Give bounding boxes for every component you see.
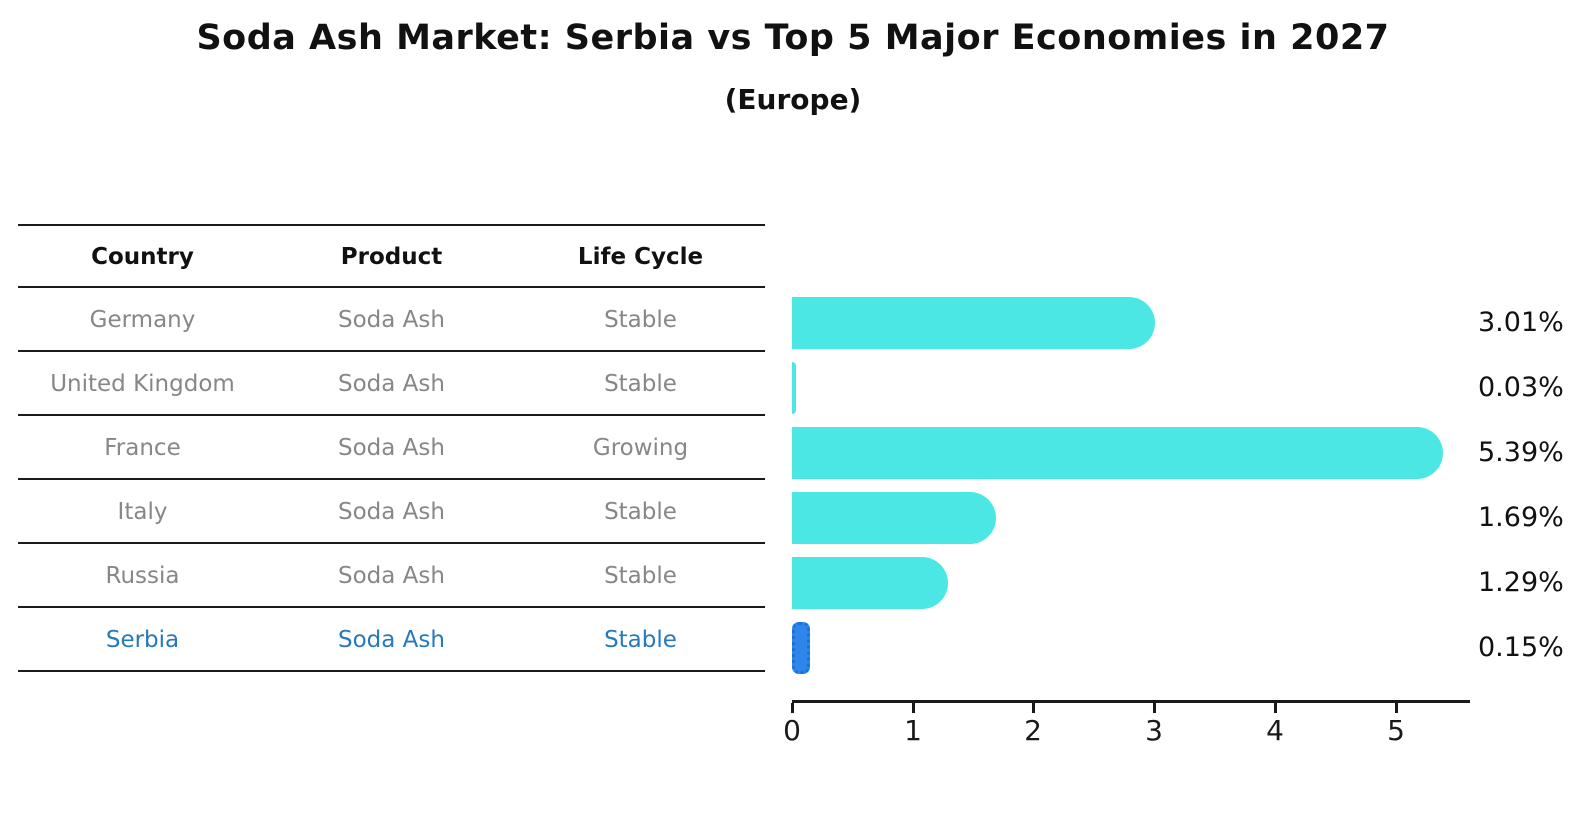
table-row: Serbia Soda Ash Stable	[18, 608, 765, 672]
bar-value-label: 1.69%	[1478, 502, 1564, 533]
x-axis-tick-mark	[1153, 703, 1156, 713]
x-axis-tick-label: 5	[1387, 714, 1405, 747]
table-header-product: Product	[340, 244, 443, 270]
table-row: Russia Soda Ash Stable	[18, 544, 765, 608]
table-cell-product: Soda Ash	[338, 307, 445, 333]
table-cell-life-cycle: Stable	[604, 563, 677, 589]
bar	[792, 427, 1443, 479]
table-cell-product: Soda Ash	[338, 371, 445, 397]
table-body: Germany Soda Ash Stable United Kingdom Soda …	[18, 288, 765, 672]
table-row: Italy Soda Ash Stable	[18, 480, 765, 544]
table-cell-product: Soda Ash	[338, 435, 445, 461]
bar	[792, 557, 948, 609]
x-axis-tick-label: 3	[1145, 714, 1163, 747]
table-row: United Kingdom Soda Ash Stable	[18, 352, 765, 416]
table-header-row: Country Product Life Cycle	[18, 226, 765, 288]
table-cell-life-cycle: Stable	[604, 499, 677, 525]
chart-subtitle: (Europe)	[724, 83, 862, 116]
bar	[792, 297, 1155, 349]
x-axis-line	[792, 700, 1470, 703]
bar	[792, 362, 796, 414]
x-axis-tick-label: 0	[783, 714, 801, 747]
x-axis-tick-label: 1	[904, 714, 922, 747]
table-cell-country: United Kingdom	[50, 371, 235, 397]
x-axis-tick-mark	[1395, 703, 1398, 713]
table-cell-life-cycle: Growing	[592, 435, 689, 461]
x-axis-tick-label: 4	[1266, 714, 1284, 747]
table-cell-country: Serbia	[105, 627, 180, 653]
table-cell-life-cycle: Stable	[604, 371, 677, 397]
bar-value-label: 5.39%	[1478, 437, 1564, 468]
table-cell-life-cycle: Stable	[604, 627, 677, 653]
table-cell-product: Soda Ash	[338, 563, 445, 589]
table-cell-life-cycle: Stable	[604, 307, 677, 333]
table-row: France Soda Ash Growing	[18, 416, 765, 480]
bar-value-label: 0.03%	[1478, 372, 1564, 403]
table-row: Germany Soda Ash Stable	[18, 288, 765, 352]
table-cell-product: Soda Ash	[338, 627, 445, 653]
x-axis-tick-mark	[1032, 703, 1035, 713]
table-cell-country: France	[104, 435, 181, 461]
table-header-country: Country	[91, 244, 194, 270]
table-cell-product: Soda Ash	[338, 499, 445, 525]
table-cell-country: Russia	[105, 563, 180, 589]
x-axis-tick-label: 2	[1024, 714, 1042, 747]
table-cell-country: Germany	[89, 307, 196, 333]
chart-title: Soda Ash Market: Serbia vs Top 5 Major E…	[196, 18, 1390, 58]
bar-value-label: 1.29%	[1478, 567, 1564, 598]
country-table: Country Product Life Cycle Germany Soda A…	[18, 224, 765, 672]
table-header-lifecycle: Life Cycle	[577, 244, 704, 270]
bar-highlighted	[792, 622, 810, 674]
bar-value-label: 3.01%	[1478, 307, 1564, 338]
table-cell-country: Italy	[117, 499, 168, 525]
x-axis-tick-mark	[912, 703, 915, 713]
bar-value-label: 0.15%	[1478, 632, 1564, 663]
x-axis-tick-mark	[791, 703, 794, 713]
bar	[792, 492, 996, 544]
x-axis-tick-mark	[1274, 703, 1277, 713]
